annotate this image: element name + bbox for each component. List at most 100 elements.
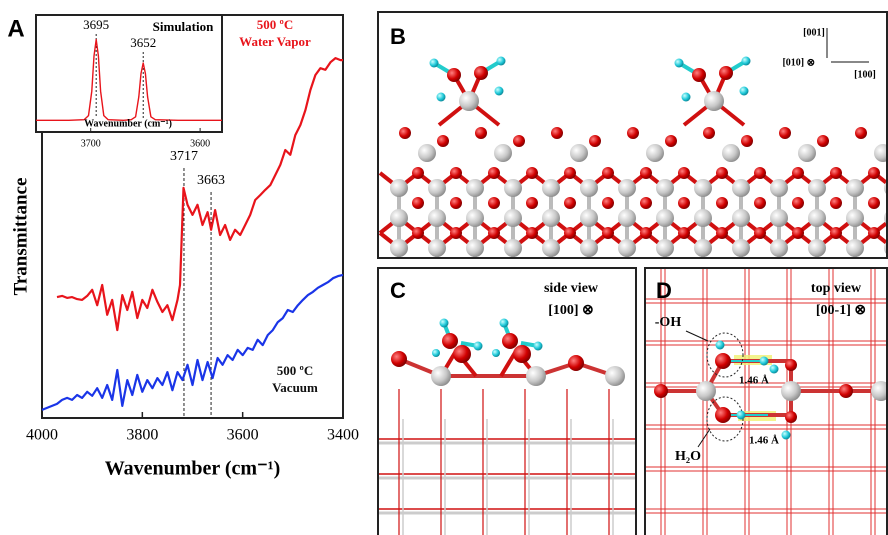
atom [868,197,880,209]
pointer-arrow [686,331,708,341]
atom [437,135,449,147]
atom [868,227,880,239]
atom [488,197,500,209]
atom [442,333,458,349]
atom [412,167,424,179]
atom [564,197,576,209]
atom [459,91,479,111]
atom [466,209,484,227]
atom [580,239,598,257]
structure-b: [001][010] ⊗[100] [380,27,888,278]
atom [390,209,408,227]
atom [694,209,712,227]
atom [715,353,731,369]
atom [732,209,750,227]
x-tick-label: 3800 [126,427,158,444]
atom [428,239,446,257]
atom [715,407,731,423]
atom [602,227,614,239]
atom [513,345,531,363]
atom [504,209,522,227]
atom [605,366,625,386]
atom [418,144,436,162]
atom [760,357,769,366]
atom [640,197,652,209]
atom [846,179,864,197]
atom [447,68,461,82]
atom [412,227,424,239]
atom [526,197,538,209]
axis-label: [001] [803,27,825,38]
atom [830,197,842,209]
atom [428,209,446,227]
atom [430,59,439,68]
atom [656,209,674,227]
atom [792,227,804,239]
direction-label: [00-1] ⊗ [816,303,866,318]
inset-x-tick-label: 3600 [190,138,210,149]
atom [602,197,614,209]
x-tick-label: 4000 [26,427,58,444]
structure-label: H₂O [675,449,701,464]
atom [453,345,471,363]
atom [618,209,636,227]
atom [542,179,560,197]
x-tick-label: 3600 [227,427,259,444]
figure-canvas: A [001][010] ⊗[100] side view[100] ⊗ top… [0,0,888,535]
atom [526,227,538,239]
atom [770,239,788,257]
atom [779,127,791,139]
atom [450,227,462,239]
atom [716,227,728,239]
atom [732,179,750,197]
atom [627,127,639,139]
atom [526,366,546,386]
atom [412,197,424,209]
atom [682,93,691,102]
structure-c: side view[100] ⊗ [379,281,635,535]
atom [504,179,522,197]
atom [466,239,484,257]
atom [798,144,816,162]
view-label: side view [544,281,599,296]
atom [696,381,716,401]
atom [542,239,560,257]
atom [770,209,788,227]
atom [785,359,797,371]
atom [808,239,826,257]
atom [654,384,668,398]
inset-peak-label: 3695 [83,17,109,32]
x-axis-label: Wavenumber (cm⁻¹) [105,458,281,480]
atom [640,167,652,179]
atom [716,197,728,209]
atom [846,209,864,227]
atom [618,239,636,257]
inset-peak-label: 3652 [130,35,156,50]
atom [504,239,522,257]
panel-letter: B [390,24,406,49]
atom [450,197,462,209]
atom [874,144,888,162]
atom [770,179,788,197]
atom [428,179,446,197]
atom [534,342,543,351]
atom [740,87,749,96]
atom [678,227,690,239]
atom [716,341,725,350]
atom [570,144,588,162]
inset-x-label: Wavenumber (cm⁻¹) [84,118,172,129]
atom [589,135,601,147]
atom [526,167,538,179]
atom [808,209,826,227]
atom [792,167,804,179]
atom [830,227,842,239]
atom [542,209,560,227]
atom [656,179,674,197]
panel-letter: D [656,278,672,303]
atom [474,342,483,351]
atom [754,227,766,239]
atom [808,179,826,197]
atom [495,87,504,96]
atom [488,227,500,239]
